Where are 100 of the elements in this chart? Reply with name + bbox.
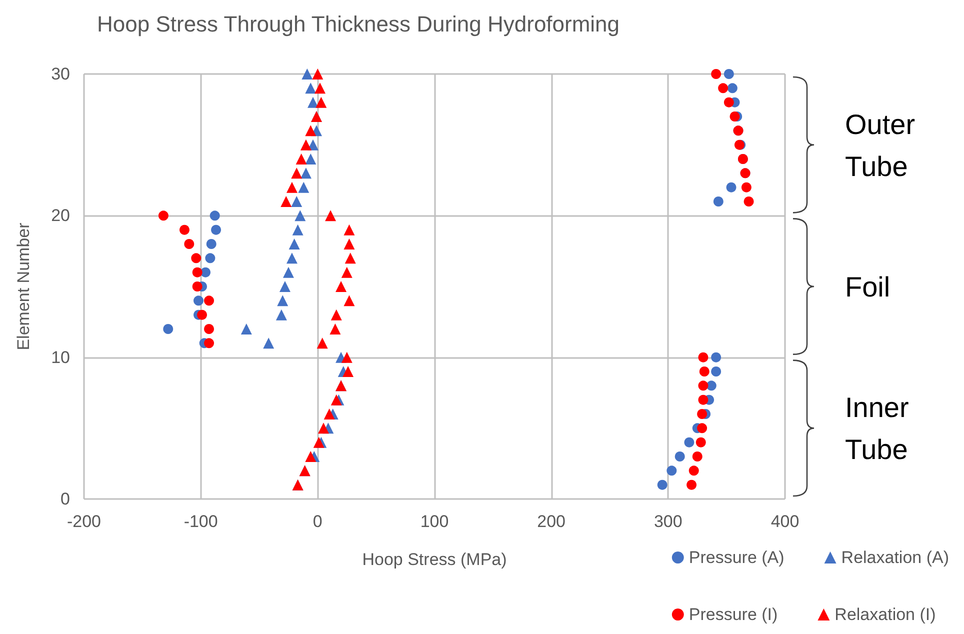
- point: [713, 196, 724, 206]
- x-tick-label: 200: [537, 512, 566, 531]
- point: [292, 224, 304, 236]
- point: [240, 324, 252, 334]
- point: [325, 210, 336, 222]
- point: [206, 239, 216, 249]
- legend-label: Relaxation (I): [834, 605, 936, 624]
- point: [158, 210, 168, 221]
- legend-label: Relaxation (A): [841, 548, 950, 567]
- point: [291, 168, 302, 179]
- point: [657, 480, 668, 490]
- point: [296, 154, 307, 164]
- point: [197, 310, 207, 320]
- point: [294, 210, 306, 222]
- point: [698, 352, 708, 362]
- point: [699, 366, 710, 376]
- point: [279, 281, 290, 292]
- point: [324, 408, 335, 420]
- point: [341, 266, 352, 278]
- point: [688, 466, 699, 476]
- legend-label: Pressure (A): [688, 548, 784, 567]
- legend-label: Pressure (I): [688, 605, 778, 624]
- point: [200, 267, 211, 278]
- chart-title: Hoop Stress Through Thickness During Hydroforming: [97, 12, 620, 36]
- point: [277, 295, 288, 306]
- point: [330, 309, 342, 320]
- point: [711, 69, 722, 79]
- point: [288, 238, 300, 250]
- point: [706, 380, 716, 391]
- point: [313, 436, 324, 448]
- point: [696, 437, 706, 448]
- point: [730, 112, 740, 122]
- x-tick-label: 0: [312, 512, 322, 531]
- point: [724, 97, 734, 108]
- point: [674, 452, 685, 462]
- point: [194, 296, 204, 306]
- point: [184, 239, 194, 249]
- point: [684, 437, 694, 448]
- point: [344, 224, 355, 236]
- point: [205, 253, 216, 264]
- point: [727, 83, 738, 94]
- point: [318, 422, 330, 434]
- point: [726, 182, 736, 192]
- point: [342, 366, 354, 377]
- point: [210, 210, 220, 221]
- point: [191, 253, 202, 264]
- point: [300, 139, 312, 150]
- point: [698, 380, 708, 391]
- point: [305, 125, 316, 136]
- point: [300, 168, 312, 179]
- point: [330, 394, 342, 406]
- text: Foil: [845, 272, 890, 302]
- point: [305, 451, 316, 462]
- point: [697, 423, 708, 434]
- point: [341, 352, 352, 363]
- point: [697, 409, 708, 419]
- point: [718, 83, 728, 94]
- point: [686, 480, 697, 490]
- x-axis-title: Hoop Stress (MPa): [362, 550, 507, 569]
- point: [204, 324, 214, 334]
- point: [344, 252, 356, 264]
- x-tick-label: 400: [770, 512, 800, 531]
- x-tick-label: 100: [420, 512, 449, 531]
- point: [280, 196, 292, 207]
- point: [724, 69, 734, 79]
- point: [744, 196, 754, 206]
- x-tick-label: 300: [654, 512, 682, 531]
- point: [305, 82, 316, 94]
- point: [711, 366, 722, 376]
- point: [305, 154, 316, 164]
- point: [192, 267, 202, 278]
- y-tick-label: 10: [51, 348, 70, 367]
- point: [302, 68, 313, 80]
- point: [344, 238, 355, 250]
- point: [692, 452, 702, 462]
- point: [711, 352, 722, 362]
- point: [666, 466, 677, 476]
- point: [291, 196, 302, 207]
- point: [263, 338, 274, 349]
- point: [312, 68, 324, 80]
- point: [336, 281, 347, 292]
- point: [179, 224, 190, 235]
- y-tick-label: 20: [51, 206, 70, 226]
- point: [316, 338, 328, 349]
- point: [316, 96, 327, 108]
- point: [211, 224, 222, 235]
- x-tick-label: -100: [184, 512, 218, 531]
- point: [204, 338, 214, 348]
- point: [741, 182, 752, 192]
- point: [330, 324, 341, 334]
- text: Outer Tube: [845, 108, 916, 182]
- point: [204, 296, 214, 306]
- point: [698, 394, 708, 405]
- point: [276, 309, 287, 320]
- point: [314, 82, 326, 94]
- x-tick-label: -200: [66, 512, 102, 531]
- point: [298, 182, 310, 193]
- point: [286, 252, 298, 264]
- y-axis-title: Element Number: [14, 222, 33, 350]
- point: [344, 295, 355, 306]
